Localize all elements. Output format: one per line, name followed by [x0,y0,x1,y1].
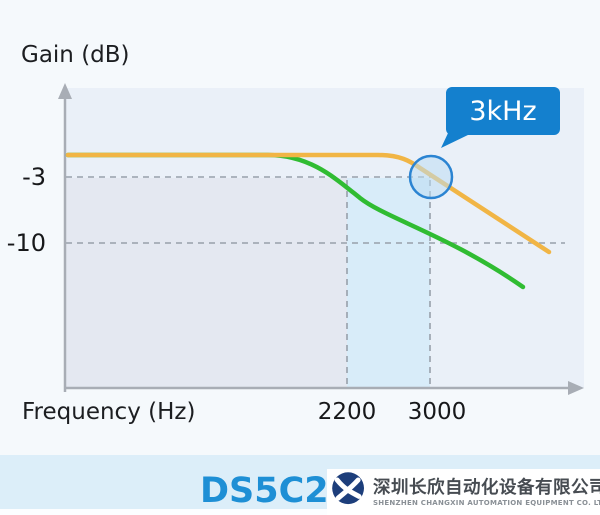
y-axis-arrow-icon [58,83,72,99]
green-response-curve [65,152,526,290]
highlight-circle [408,154,454,200]
x-axis-title: Frequency (Hz) [22,399,196,425]
shaded-region-blue [347,178,430,388]
x-tick-2200: 2200 [317,399,377,425]
company-logo-icon [332,472,364,505]
y-tick-minus10: -10 [6,229,46,257]
y-tick-minus3: -3 [22,163,46,191]
logo-swoosh-2 [335,477,361,501]
axes [58,83,584,395]
x-axis-arrow-icon [568,381,584,395]
callout-3khz: 3kHz [446,87,560,135]
company-name-block: 深圳长欣自动化设备有限公司 SHENZHEN CHANGXIN AUTOMATI… [373,478,600,507]
x-tick-3000: 3000 [407,399,467,425]
y-axis-title: Gain (dB) [21,42,130,68]
dashed-guides [66,176,565,388]
company-name-en: SHENZHEN CHANGXIN AUTOMATION EQUIPMENT C… [373,499,600,508]
footer-bottom-strip [0,509,600,515]
company-logo-block: 深圳长欣自动化设备有限公司 SHENZHEN CHANGXIN AUTOMATI… [327,469,600,515]
callout-tail [441,131,470,148]
company-name-cn: 深圳长欣自动化设备有限公司 [373,478,600,498]
shaded-region-gray [66,178,347,388]
